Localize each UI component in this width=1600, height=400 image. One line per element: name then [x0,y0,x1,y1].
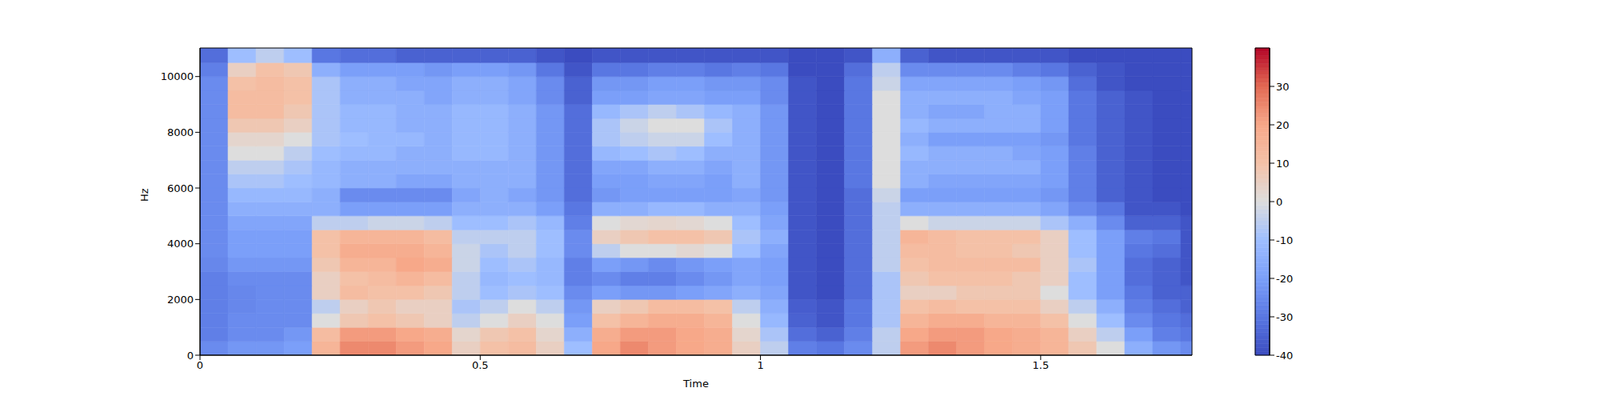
svg-text:-10: -10 [1276,234,1293,247]
svg-text:-40: -40 [1276,349,1293,362]
svg-text:0: 0 [187,349,194,362]
svg-text:Hz: Hz [138,188,151,202]
svg-text:30: 30 [1276,80,1290,93]
svg-text:1.5: 1.5 [1032,359,1050,372]
svg-text:Time: Time [682,377,709,390]
svg-text:-20: -20 [1276,272,1293,285]
svg-text:10000: 10000 [160,70,194,83]
svg-text:0: 0 [196,359,204,372]
svg-text:4000: 4000 [167,237,194,250]
svg-text:2000: 2000 [167,293,194,306]
svg-text:0: 0 [1276,196,1283,208]
svg-text:20: 20 [1276,119,1290,132]
svg-text:1: 1 [756,359,764,372]
svg-text:6000: 6000 [167,182,194,195]
svg-text:0.5: 0.5 [472,359,489,372]
svg-text:8000: 8000 [167,126,194,139]
svg-text:-30: -30 [1276,311,1293,324]
svg-text:10: 10 [1276,157,1290,170]
